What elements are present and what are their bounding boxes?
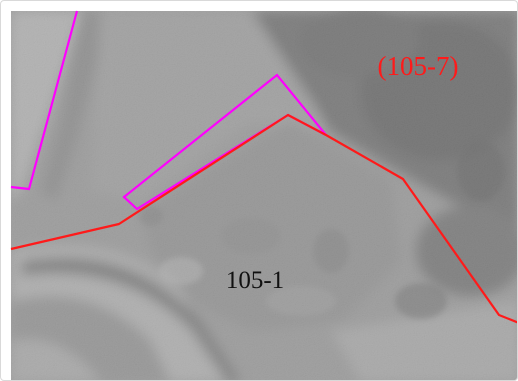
parcel-boundary-line[interactable] [10, 113, 518, 324]
highlight-boundary-line[interactable] [10, 10, 79, 191]
aerial-photo-layer [11, 11, 517, 380]
parcel-label-adjacent: (105-7) [378, 51, 459, 81]
parcel-label-main: 105-1 [226, 267, 284, 294]
